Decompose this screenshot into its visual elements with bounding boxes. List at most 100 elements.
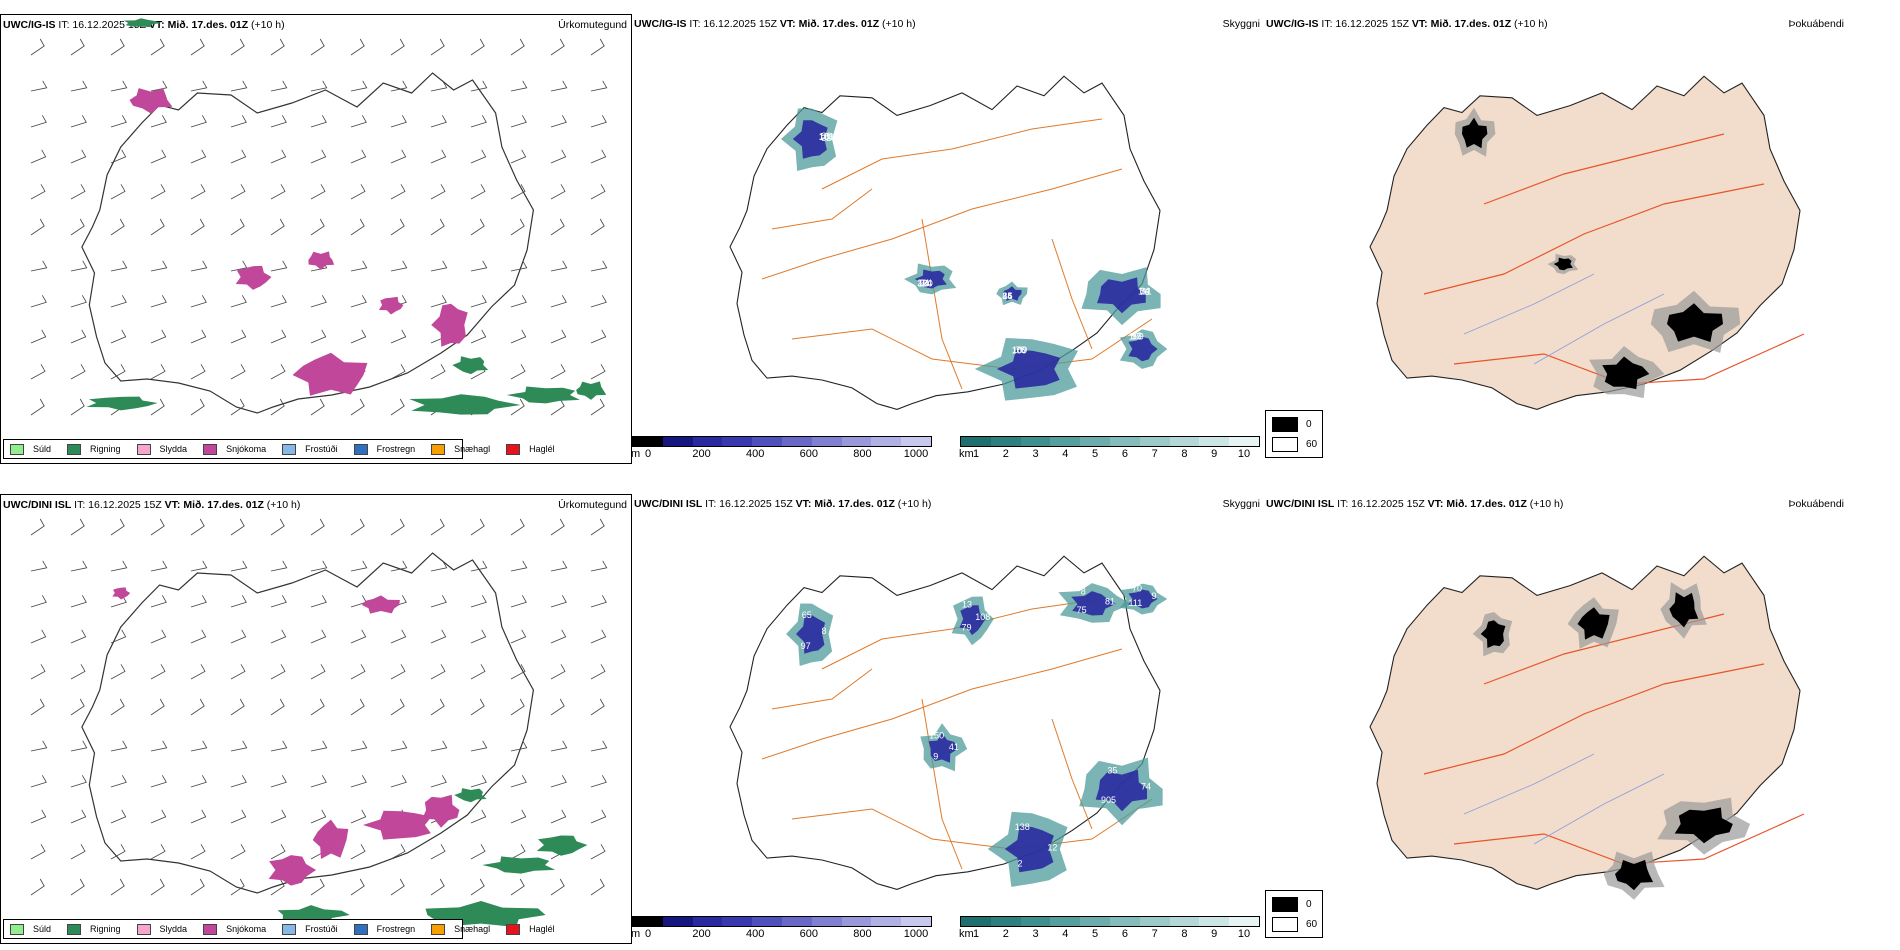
- colorbar-cell: [841, 437, 872, 446]
- ceiling-value-label: 9: [933, 751, 938, 761]
- colorbar-cell: [1169, 437, 1200, 446]
- legend-label: Haglél: [529, 924, 555, 934]
- ceiling-colorbar: 0 200 400 600 800 1000 m: [632, 916, 932, 944]
- ceiling-value-label: 103: [819, 132, 834, 142]
- precip-map-svg: [30, 518, 608, 928]
- legend-item: Rigning: [67, 443, 121, 455]
- panel-type-label: Úrkomutegund: [558, 499, 627, 511]
- legend-label: Súld: [33, 924, 52, 934]
- colorbar-tick-label: 600: [799, 928, 818, 940]
- panel-title: UWC/DINI ISL IT: 16.12.2025 15Z VT: Mið.…: [1266, 498, 1564, 510]
- coastline: [729, 555, 1161, 890]
- fog-area-dark: [1615, 859, 1654, 891]
- ceiling-value-label: 41: [949, 742, 959, 752]
- rain-area: [576, 381, 607, 400]
- ceiling-value-label: 97: [801, 641, 811, 651]
- legend-item: Frostregn: [353, 443, 415, 455]
- colorbar-tick-label: 1000: [903, 448, 929, 460]
- ceiling-value-label: 81: [1105, 597, 1115, 607]
- snow-area: [378, 296, 404, 315]
- rivers: [1463, 273, 1665, 365]
- colorbar-tick-label: 6: [1121, 448, 1128, 460]
- colorbar-cell: [1169, 917, 1200, 926]
- colorbar-cells: [960, 436, 1260, 447]
- legend-label: Frostúði: [305, 924, 338, 934]
- panel-type-label: Úrkomutegund: [558, 19, 627, 31]
- colorbar-cell: [990, 917, 1021, 926]
- colorbar-cell: [662, 437, 693, 446]
- fog-legend-item: 60: [1272, 917, 1317, 932]
- colorbar-cell: [990, 437, 1021, 446]
- ceiling-value-label: 111: [1129, 598, 1143, 608]
- colorbar-tick-label: 200: [692, 928, 711, 940]
- ceiling-area: [1004, 826, 1054, 873]
- colorbar-tick-label: 400: [746, 928, 765, 940]
- colorbar-tick-label: 5: [1092, 928, 1099, 940]
- legend-item: Snjókoma: [203, 443, 267, 455]
- ceiling-value-label: 32: [821, 133, 831, 143]
- legend-label: Haglél: [529, 444, 555, 454]
- visibility-ceiling-map-row1: UWC/IG-IS IT: 16.12.2025 15Z VT: Mið. 17…: [632, 14, 1264, 464]
- rain-area: [536, 835, 588, 856]
- ceiling-value-label: 108: [975, 612, 990, 622]
- snow-area: [268, 855, 317, 886]
- precip-legend: Súld Rigning Slydda Snjókoma Frostúði Frostre…: [3, 919, 555, 939]
- legend-label: Frostregn: [376, 924, 416, 934]
- rain-area: [409, 394, 521, 415]
- ceiling-value-label: 109: [1012, 345, 1027, 355]
- colorbar-cell: [1050, 437, 1081, 446]
- snow-area: [361, 595, 400, 614]
- fog-map-svg: [1369, 75, 1805, 410]
- legend-item: Snjókoma: [203, 923, 266, 935]
- fog-legend-swatch: [1272, 417, 1298, 432]
- ceiling-value-label: 74: [1141, 782, 1151, 792]
- snow-area: [129, 88, 173, 114]
- colorbar-cell: [811, 917, 842, 926]
- colorbar-cell: [841, 917, 872, 926]
- colorbar-tick-label: 400: [746, 448, 765, 460]
- colorbar-cell: [1139, 917, 1170, 926]
- legend-swatch: [10, 443, 24, 455]
- colorbar-tick-label: 10: [1237, 928, 1251, 940]
- fog-area-dark: [1553, 257, 1573, 271]
- colorbar-cell: [662, 917, 693, 926]
- legend-label: Snjókoma: [226, 444, 267, 454]
- ceiling-area: [1095, 769, 1147, 812]
- fog-area-dark: [1602, 356, 1650, 390]
- snow-area: [308, 251, 335, 270]
- ceiling-value-label: 181: [819, 132, 834, 142]
- colorbar-tick-label: 800: [853, 448, 872, 460]
- colorbar-cells: [632, 436, 932, 447]
- rain-area: [506, 386, 580, 404]
- ceiling-value-label: 111: [1138, 287, 1152, 297]
- ceiling-area: [959, 605, 986, 636]
- legend-swatch: [506, 443, 521, 455]
- visibility-ceiling-map-row2: UWC/DINI ISL IT: 16.12.2025 15Z VT: Mið.…: [632, 494, 1264, 944]
- ceiling-value-label: 905: [1101, 795, 1116, 805]
- ceiling-value-label: 52: [1132, 331, 1142, 341]
- colorbar-tick-label: 4: [1062, 448, 1069, 460]
- snow-area: [235, 265, 272, 290]
- ceiling-value-label: 100: [1012, 345, 1027, 355]
- ceiling-value-label: 64: [1140, 286, 1150, 296]
- ceiling-value-label: 12: [1047, 843, 1057, 853]
- colorbar-cells: [632, 916, 932, 927]
- colorbar-tick-label: 8: [1181, 928, 1188, 940]
- colorbar-cell: [1109, 437, 1140, 446]
- road-network: [761, 118, 1153, 390]
- colorbar-cell: [1080, 917, 1110, 926]
- ceiling-area: [1128, 336, 1158, 362]
- ceiling-colorbar: 0 200 400 600 800 1000 m: [632, 436, 932, 464]
- wind-barbs: [30, 38, 608, 416]
- colorbar-cell: [692, 917, 723, 926]
- fog-map-svg: [1369, 555, 1805, 900]
- colorbar-tick-label: 2: [1002, 448, 1009, 460]
- legend-swatch: [10, 923, 24, 935]
- colorbar-unit: km: [959, 928, 974, 940]
- land-area: [1369, 75, 1801, 410]
- rain-area: [452, 356, 489, 375]
- visibility-colorbar: 1 2 3 4 5 6 7 8 9 10 km: [959, 916, 1260, 944]
- fog-legend-item: 0: [1272, 897, 1312, 912]
- panel-type-label: Skyggni: [1222, 18, 1260, 30]
- ceiling-value-label: 25: [1002, 291, 1012, 301]
